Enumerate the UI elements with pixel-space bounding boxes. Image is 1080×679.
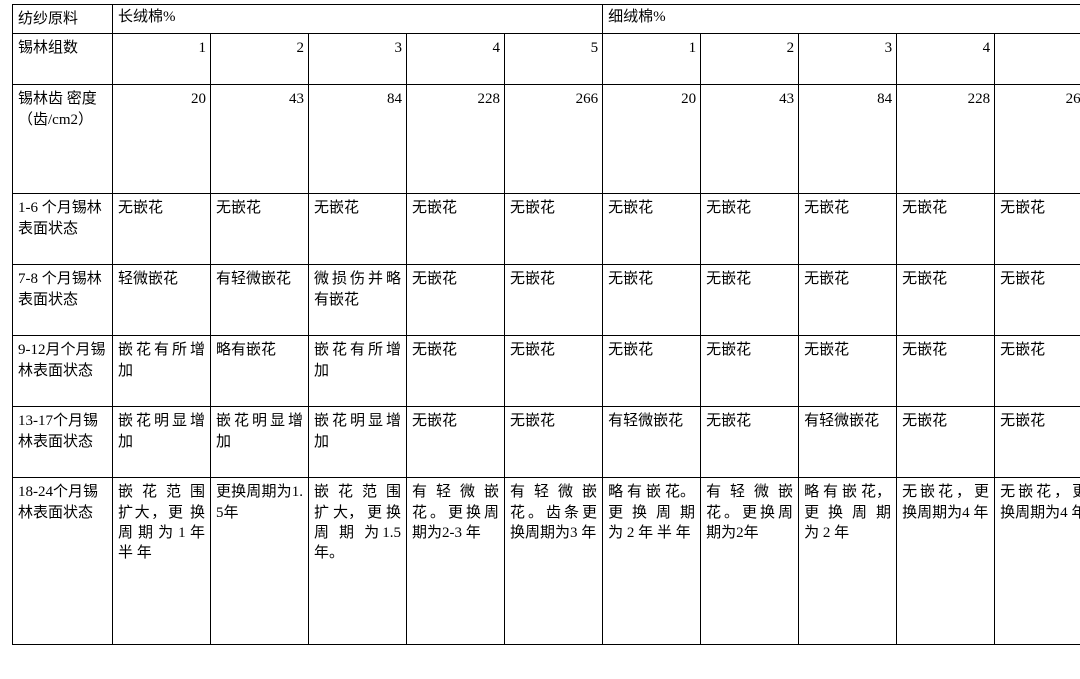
cell: 无嵌花	[995, 336, 1080, 407]
cell: 3	[309, 34, 407, 85]
cell: 84	[309, 85, 407, 194]
cell: 无嵌花	[505, 194, 603, 265]
cell: 无嵌花	[995, 194, 1080, 265]
row-label: 锡林组数	[13, 34, 113, 85]
cell: 无嵌花	[799, 265, 897, 336]
cell: 无嵌花	[897, 336, 995, 407]
cell: 43	[701, 85, 799, 194]
cell: 轻微嵌花	[113, 265, 211, 336]
cell: 无嵌花	[701, 265, 799, 336]
cell: 略 有 嵌 花。更 换 周 期 为 2 年 半 年	[603, 478, 701, 645]
cell: 无嵌花	[211, 194, 309, 265]
cell: 4	[897, 34, 995, 85]
cell: 更换周期为1.5年	[211, 478, 309, 645]
row-month-7-8: 7-8 个月锡林表面状态 轻微嵌花 有轻微嵌花 微损伤并略有嵌花 无嵌花 无嵌花…	[13, 265, 1080, 336]
cell: 43	[211, 85, 309, 194]
group-header-fine-staple: 细绒棉%	[603, 5, 1080, 34]
cell: 266	[505, 85, 603, 194]
cell: 无嵌花，更换周期为4 年	[897, 478, 995, 645]
cell: 无嵌花	[407, 336, 505, 407]
cell: 84	[799, 85, 897, 194]
cell: 无嵌花	[799, 336, 897, 407]
cell: 20	[113, 85, 211, 194]
cell: 无嵌花	[701, 336, 799, 407]
cell: 无嵌花	[113, 194, 211, 265]
cell: 有轻微嵌花	[799, 407, 897, 478]
row-month-1-6: 1-6 个月锡林表面状态 无嵌花 无嵌花 无嵌花 无嵌花 无嵌花 无嵌花 无嵌花…	[13, 194, 1080, 265]
cell: 无嵌花	[897, 407, 995, 478]
cell: 有轻微嵌花	[211, 265, 309, 336]
cell: 无嵌花	[799, 194, 897, 265]
cell: 嵌花有所增加	[113, 336, 211, 407]
cell: 嵌花有所增加	[309, 336, 407, 407]
cell: 无嵌花	[897, 265, 995, 336]
cell: 无嵌花	[505, 336, 603, 407]
cell: 4	[407, 34, 505, 85]
row-month-18-24: 18-24个月锡林表面状态 嵌 花 范 围 扩大，更 换 周 期 为 1 年 半…	[13, 478, 1080, 645]
row-label: 9-12月个月锡林表面状态	[13, 336, 113, 407]
cell: 228	[407, 85, 505, 194]
cell: 5	[995, 34, 1080, 85]
cell: 有轻微嵌花。更换周期为2年	[701, 478, 799, 645]
cell: 1	[603, 34, 701, 85]
cell: 228	[897, 85, 995, 194]
cell: 无嵌花	[995, 407, 1080, 478]
header-material-label: 纺纱原料	[13, 5, 113, 34]
cell: 微损伤并略有嵌花	[309, 265, 407, 336]
cell: 1	[113, 34, 211, 85]
cell: 无嵌花	[505, 407, 603, 478]
header-row-groups: 纺纱原料 长绒棉% 细绒棉%	[13, 5, 1080, 34]
group-header-long-staple: 长绒棉%	[113, 5, 603, 34]
row-month-9-12: 9-12月个月锡林表面状态 嵌花有所增加 略有嵌花 嵌花有所增加 无嵌花 无嵌花…	[13, 336, 1080, 407]
cell: 无嵌花	[897, 194, 995, 265]
row-cylinder-groups: 锡林组数 1 2 3 4 5 1 2 3 4 5	[13, 34, 1080, 85]
cell: 2	[211, 34, 309, 85]
cell: 无嵌花	[701, 407, 799, 478]
cell: 嵌花明显增加	[309, 407, 407, 478]
cell: 无嵌花	[701, 194, 799, 265]
cell: 无嵌花	[995, 265, 1080, 336]
cell: 无嵌花	[603, 336, 701, 407]
cell: 有轻微嵌花	[603, 407, 701, 478]
cell: 嵌花明显增加	[113, 407, 211, 478]
row-tooth-density: 锡林齿 密度（齿/cm2） 20 43 84 228 266 20 43 84 …	[13, 85, 1080, 194]
cell: 无嵌花	[407, 194, 505, 265]
row-label: 1-6 个月锡林表面状态	[13, 194, 113, 265]
cell: 2	[701, 34, 799, 85]
cell: 有轻微嵌花。更换周期为2-3 年	[407, 478, 505, 645]
cell: 5	[505, 34, 603, 85]
cotton-cylinder-table: 纺纱原料 长绒棉% 细绒棉% 锡林组数 1 2 3 4 5 1 2 3 4 5 …	[12, 4, 1080, 645]
cell: 嵌花明显增加	[211, 407, 309, 478]
row-label: 7-8 个月锡林表面状态	[13, 265, 113, 336]
cell: 无嵌花	[407, 407, 505, 478]
cell: 20	[603, 85, 701, 194]
cell: 略有嵌花	[211, 336, 309, 407]
row-label: 18-24个月锡林表面状态	[13, 478, 113, 645]
row-label: 锡林齿 密度（齿/cm2）	[13, 85, 113, 194]
cell: 无嵌花	[309, 194, 407, 265]
cell: 3	[799, 34, 897, 85]
row-label: 13-17个月锡林表面状态	[13, 407, 113, 478]
cell: 无嵌花	[603, 194, 701, 265]
cell: 无嵌花	[603, 265, 701, 336]
cell: 无嵌花，更换周期为4 年	[995, 478, 1080, 645]
row-month-13-17: 13-17个月锡林表面状态 嵌花明显增加 嵌花明显增加 嵌花明显增加 无嵌花 无…	[13, 407, 1080, 478]
cell: 266	[995, 85, 1080, 194]
cell: 略 有 嵌 花， 更 换 周 期 为 2 年	[799, 478, 897, 645]
cell: 无嵌花	[505, 265, 603, 336]
cell: 嵌 花 范 围 扩大，更 换 周 期 为 1 年 半 年	[113, 478, 211, 645]
cell: 嵌 花 范 围 扩 大， 更 换 周 期 为1.5年。	[309, 478, 407, 645]
cell: 无嵌花	[407, 265, 505, 336]
cell: 有轻微嵌花。齿条更换周期为3 年	[505, 478, 603, 645]
